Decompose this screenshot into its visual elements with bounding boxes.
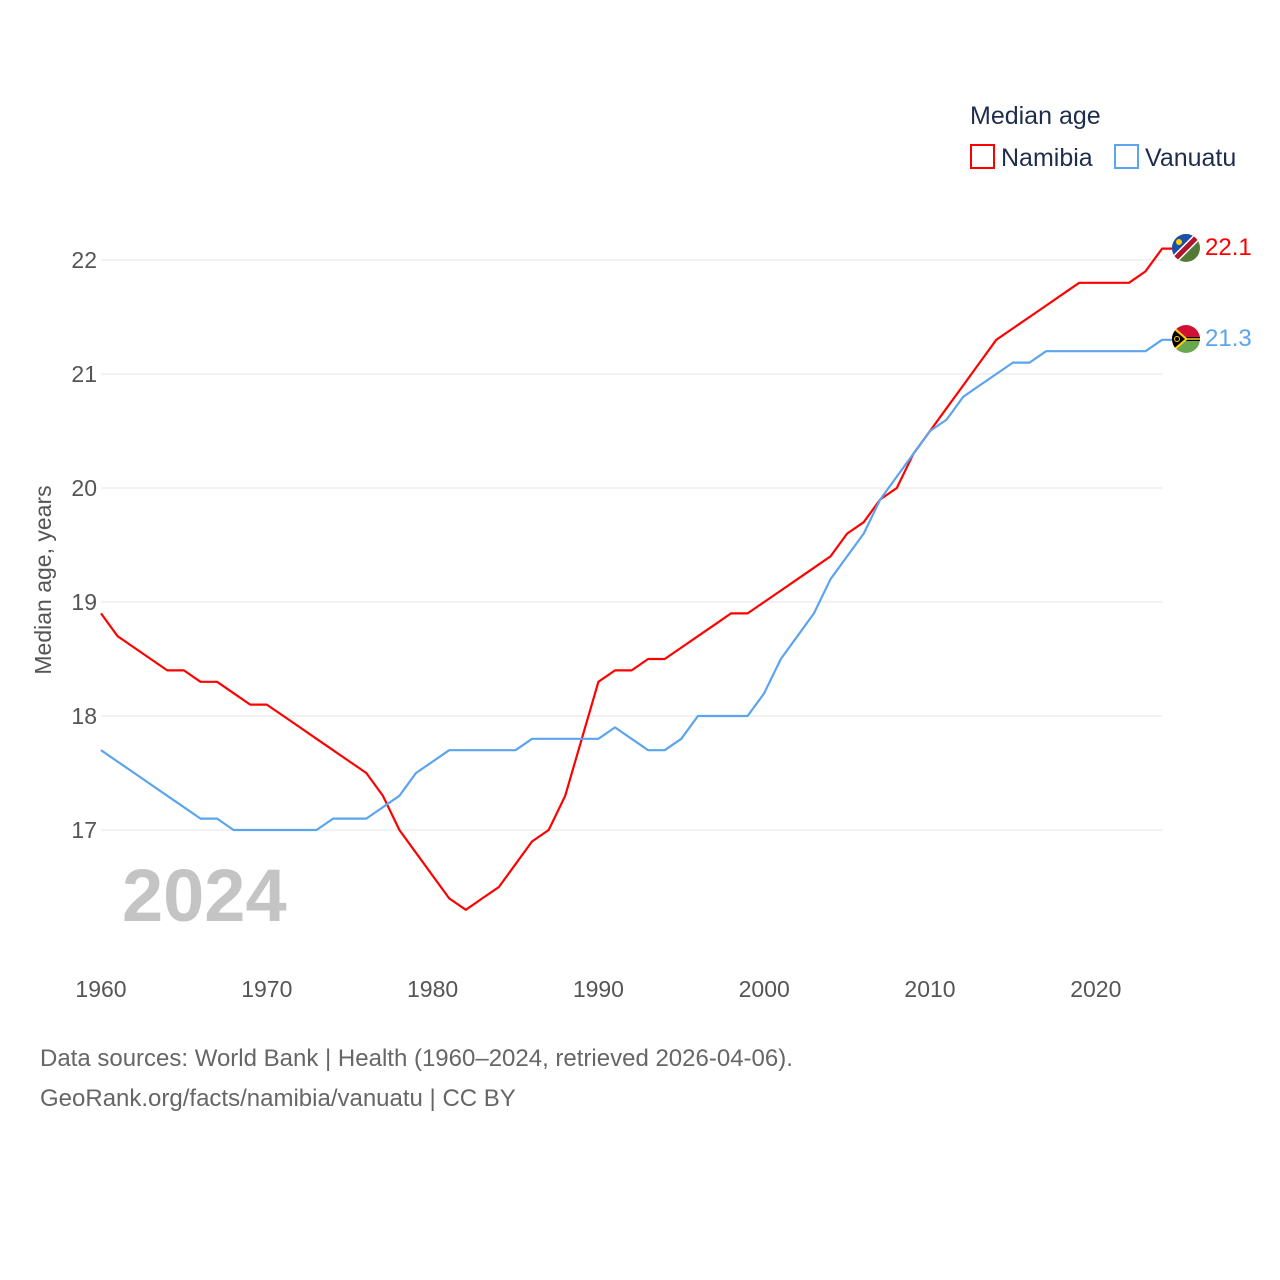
series-lines [100,247,1173,911]
legend-label-vanuatu[interactable]: Vanuatu [1145,144,1236,172]
y-tick-label: 20 [71,475,97,501]
x-tick-label: 2010 [904,976,955,1002]
legend-title: Median age [970,102,1101,130]
x-tick-label: 1990 [573,976,624,1002]
grid-lines [101,259,1162,831]
vanuatu-flag-icon [1172,325,1200,353]
namibia-flag-icon [1172,234,1200,262]
x-tick-label: 2020 [1070,976,1121,1002]
legend-swatch-namibia [970,144,995,169]
y-tick-label: 22 [71,247,97,273]
namibia-end-label: 22.1 [1205,234,1252,261]
legend: Median age Namibia Vanuatu [970,102,1236,172]
x-tick-label: 1980 [407,976,458,1002]
y-axis-ticks: 17 18 19 20 21 22 [71,247,97,843]
legend-label-namibia[interactable]: Namibia [1001,144,1093,172]
y-tick-label: 21 [71,361,97,387]
footer-attribution[interactable]: GeoRank.org/facts/namibia/vanuatu | CC B… [40,1085,516,1112]
y-tick-label: 17 [71,817,97,843]
series-line-vanuatu [100,338,1173,832]
series-line-namibia [100,247,1173,911]
x-axis-ticks: 1960 1970 1980 1990 2000 2010 2020 [75,976,1121,1002]
footer-sources: Data sources: World Bank | Health (1960–… [40,1045,793,1072]
x-tick-label: 1960 [75,976,126,1002]
y-tick-label: 19 [71,589,97,615]
vanuatu-end-label: 21.3 [1205,325,1252,352]
x-tick-label: 2000 [739,976,790,1002]
y-axis-label: Median age, years [30,485,56,674]
x-tick-label: 1970 [241,976,292,1002]
y-tick-label: 18 [71,703,97,729]
year-watermark: 2024 [122,854,287,937]
legend-swatch-vanuatu [1114,144,1139,169]
